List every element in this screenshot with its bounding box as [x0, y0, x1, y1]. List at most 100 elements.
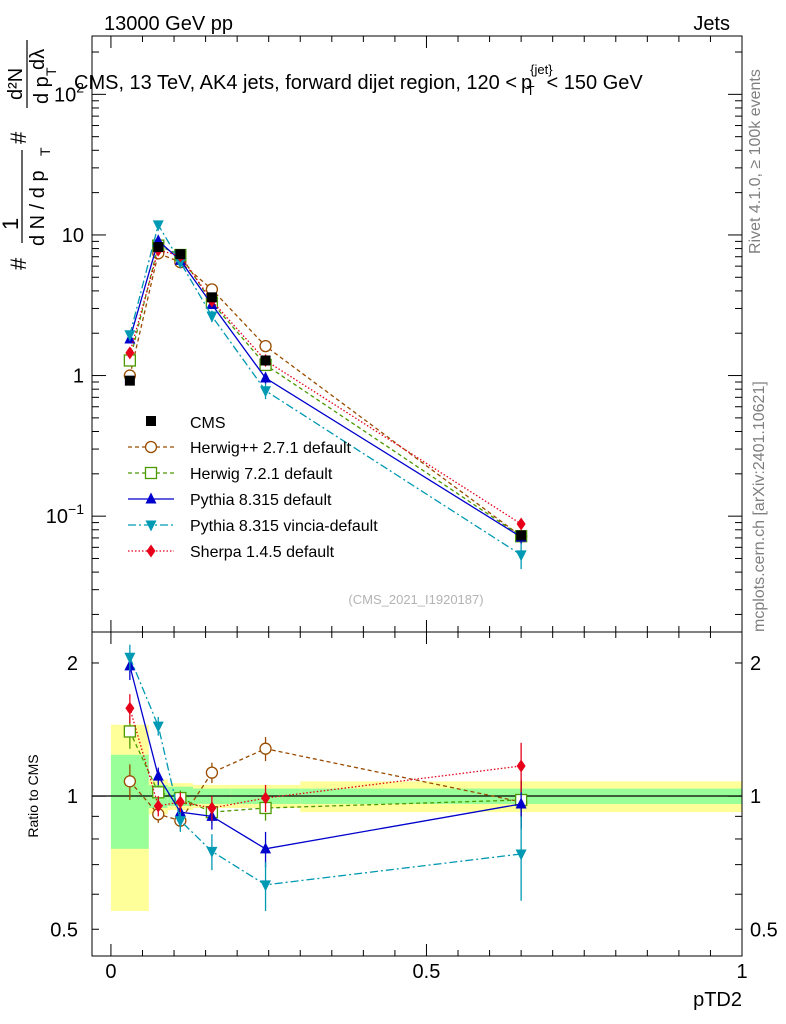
cms-point — [260, 355, 271, 366]
legend-entry-pythia-8-315-default: Pythia 8.315 default — [128, 492, 332, 509]
main-line-sherpa-1-4-5-default — [129, 249, 522, 525]
legend-entry-sherpa-1-4-5-default: Sherpa 1.4.5 default — [128, 544, 335, 561]
ratio-point-sherpa-1-4-5-default — [207, 801, 217, 815]
ratio-point-herwig-2-7-1-default — [123, 775, 137, 788]
legend-label-herwig-7-2-1-default: Herwig 7.2.1 default — [190, 466, 333, 483]
ratio-line-pythia-8-315-vincia-default — [129, 657, 522, 886]
ratio-y-tick-label-right: 2 — [750, 653, 761, 675]
legend-label-cms: CMS — [190, 415, 226, 432]
rivet-version-label: Rivet 4.1.0, ≥ 100k events — [747, 69, 764, 254]
process-label: Jets — [693, 13, 730, 35]
svg-text:T: T — [37, 147, 53, 156]
main-point-pythia-8-315-vincia-default — [515, 550, 527, 562]
energy-label: 13000 GeV pp — [104, 13, 233, 35]
ratio-point-pythia-8-315-vincia-default — [206, 846, 218, 858]
main-point-pythia-8-315-vincia-default — [152, 220, 164, 232]
analysis-watermark: (CMS_2021_I1920187) — [348, 592, 483, 607]
legend-marker-pythia-8-315-vincia-default — [145, 520, 157, 532]
ratio-point-sherpa-1-4-5-default — [261, 791, 271, 805]
main-y-tick-label: 1 — [73, 366, 84, 388]
cms-data-points — [124, 242, 527, 541]
ratio-point-pythia-8-315-vincia-default — [174, 816, 186, 828]
ratio-y-tick-label: 2 — [67, 653, 78, 675]
x-tick-label: 0 — [105, 961, 116, 983]
main-y-axis-label: # 1 d N / d p T # d²N d p T dλ — [0, 40, 59, 270]
ratio-y-tick-label: 0.5 — [50, 919, 78, 941]
ratio-frame — [91, 631, 743, 957]
svg-text:T: T — [43, 67, 59, 76]
legend-label-herwig-2-7-1-default: Herwig++ 2.7.1 default — [190, 440, 352, 457]
legend-entry-herwig-2-7-1-default: Herwig++ 2.7.1 default — [128, 440, 352, 457]
ratio-point-sherpa-1-4-5-default — [125, 701, 135, 715]
svg-text:#: # — [6, 257, 31, 270]
main-point-pythia-8-315-vincia-default — [206, 311, 218, 323]
ratio-point-pythia-8-315-vincia-default — [515, 849, 527, 861]
main-line-pythia-8-315-vincia-default — [129, 223, 522, 556]
svg-text:d p: d p — [31, 76, 53, 104]
ratio-y-tick-labels: 0.5 0.5 1 1 2 2 — [50, 653, 778, 941]
legend-label-sherpa-1-4-5-default: Sherpa 1.4.5 default — [190, 544, 335, 561]
x-tick-labels: 0 0.5 1 — [105, 961, 747, 983]
legend-label-pythia-8-315-default: Pythia 8.315 default — [190, 492, 332, 509]
ratio-point-pythia-8-315-default — [515, 797, 527, 809]
legend-entry-cms: CMS — [146, 415, 226, 432]
legend-marker-herwig-7-2-1-default — [144, 466, 158, 480]
main-axis-ticks — [92, 36, 743, 632]
svg-text:d N / d p: d N / d p — [27, 170, 49, 246]
legend-marker-cms — [146, 416, 156, 426]
x-tick-label: 0.5 — [413, 961, 441, 983]
legend-marker-pythia-8-315-default — [145, 492, 157, 504]
main-point-herwig-2-7-1-default — [259, 339, 272, 353]
ratio-point-sherpa-1-4-5-default — [175, 795, 185, 809]
main-line-pythia-8-315-default — [129, 239, 522, 538]
mcplots-label: mcplots.cern.ch [arXiv:2401.10621] — [751, 381, 768, 632]
main-point-pythia-8-315-vincia-default — [174, 257, 186, 269]
ratio-y-tick-label: 1 — [67, 786, 78, 808]
ratio-point-pythia-8-315-vincia-default — [152, 721, 164, 733]
ratio-point-pythia-8-315-vincia-default — [260, 880, 272, 892]
ratio-point-sherpa-1-4-5-default — [516, 759, 526, 773]
main-y-tick-label: 10−1 — [46, 501, 84, 528]
main-y-tick-label: 10 — [62, 225, 84, 247]
cms-point — [153, 242, 164, 253]
ratio-y-tick-label-right: 0.5 — [750, 919, 778, 941]
ratio-point-herwig-7-2-1-default — [123, 725, 137, 738]
main-y-tick-labels: 10−1 1 10 102 — [46, 79, 84, 528]
svg-text:d²N: d²N — [5, 68, 27, 100]
ratio-y-axis-label: Ratio to CMS — [25, 754, 41, 837]
cms-point — [516, 530, 527, 541]
x-tick-label: 1 — [736, 961, 747, 983]
legend-marker-herwig-2-7-1-default — [144, 440, 158, 454]
ratio-line-sherpa-1-4-5-default — [129, 708, 522, 809]
ratio-line-herwig-2-7-1-default — [129, 748, 522, 822]
legend-marker-sherpa-1-4-5-default — [146, 544, 156, 558]
ratio-y-tick-label-right: 1 — [750, 786, 761, 808]
main-point-pythia-8-315-default — [260, 371, 272, 383]
legend-entry-pythia-8-315-vincia-default: Pythia 8.315 vincia-default — [128, 518, 378, 535]
legend-entry-herwig-7-2-1-default: Herwig 7.2.1 default — [128, 466, 333, 483]
main-point-pythia-8-315-vincia-default — [124, 330, 136, 342]
main-point-pythia-8-315-vincia-default — [260, 386, 272, 398]
ratio-point-pythia-8-315-default — [152, 769, 164, 781]
x-axis-label: pTD2 — [693, 989, 742, 1011]
main-line-herwig-2-7-1-default — [129, 252, 522, 537]
plot-title: CMS, 13 TeV, AK4 jets, forward dijet reg… — [74, 62, 643, 98]
svg-text:dλ: dλ — [27, 49, 49, 70]
ratio-axis-ticks — [92, 632, 743, 956]
main-line-herwig-7-2-1-default — [129, 244, 522, 537]
cms-point — [206, 292, 217, 303]
main-panel: 10−1 1 10 102 CMS, 13 TeV, AK4 jets, forwar… — [0, 35, 743, 633]
legend: CMS Herwig++ 2.7.1 default Herwig 7.2.1 d… — [128, 415, 378, 561]
legend-label-pythia-8-315-vincia-default: Pythia 8.315 vincia-default — [190, 518, 378, 535]
mc-lines-ratio — [123, 644, 528, 911]
main-y-tick-label: 102 — [54, 79, 84, 106]
ratio-point-pythia-8-315-vincia-default — [124, 652, 136, 664]
cms-point — [124, 375, 135, 386]
ratio-line-pythia-8-315-default — [129, 665, 522, 850]
ratio-point-herwig-2-7-1-default — [259, 742, 272, 755]
ratio-point-herwig-2-7-1-default — [205, 766, 219, 779]
ratio-panel: 0.5 0.51 12 2 0 0.5 1 Ratio to CMS pTD2 — [25, 631, 778, 1011]
main-point-sherpa-1-4-5-default — [125, 346, 135, 360]
svg-text:#: # — [6, 131, 31, 144]
